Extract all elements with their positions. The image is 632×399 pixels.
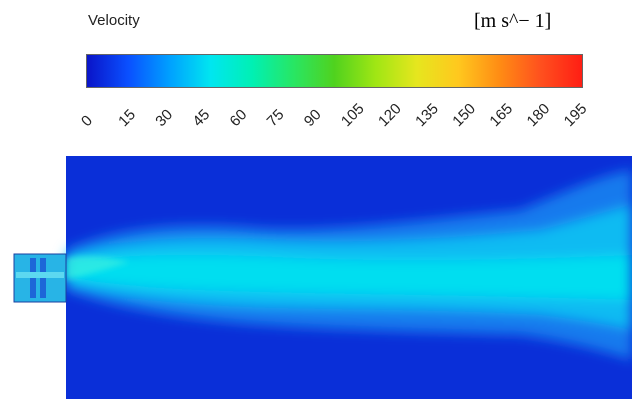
tick-label-195: 195 [560,100,591,131]
near-nozzle-region [66,256,130,280]
nozzle-outline [13,253,67,303]
nozzle-centerline [16,272,64,278]
tick-label-120: 120 [375,100,405,131]
jet-potential-core [66,256,130,280]
tick-label-105: 105 [337,100,368,131]
tick-label-45: 45 [189,106,214,131]
tick-label-135: 135 [412,100,442,131]
tick-label-30: 30 [152,106,177,131]
tick-label-75: 75 [263,106,288,131]
jet-plume [66,170,632,360]
jet-plume-core [66,254,632,300]
tick-label-0: 0 [78,112,96,131]
inlet-nozzle [13,253,67,303]
colorbar-title: Velocity [88,12,140,29]
colorbar-unit: [m s^− 1] [474,10,552,32]
tick-label-150: 150 [449,100,479,131]
colorbar-tick-labels: 0 15 30 45 60 75 90 105 120 135 150 165 180 195 [0,0,632,150]
tick-label-60: 60 [226,106,251,131]
velocity-contour-field [13,156,632,399]
tick-label-15: 15 [115,106,139,131]
tick-label-180: 180 [523,100,554,131]
tick-label-165: 165 [486,100,517,131]
tick-label-90: 90 [300,106,325,131]
velocity-colorbar [86,54,583,88]
